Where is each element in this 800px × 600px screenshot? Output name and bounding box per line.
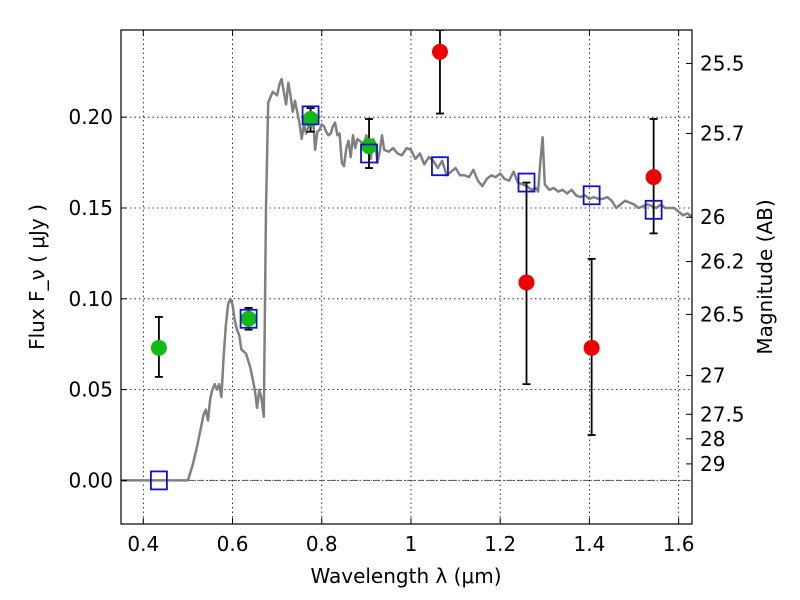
x-axis-label: Wavelength λ (μm) [310,564,501,588]
model-point-square [360,143,378,164]
right-tick-label: 26.5 [700,302,745,326]
model-point-square [301,105,320,126]
y-tick-label: 0.10 [68,287,113,311]
detected-point [240,310,257,327]
right-tick-label: 29 [700,452,725,476]
x-tick-label: 0.4 [127,532,159,556]
right-tick-label: 26 [700,205,725,229]
right-tick-label: 26.2 [700,250,745,274]
x-tick-label: 1 [405,532,418,556]
y-tick-label: 0.00 [68,468,113,492]
model-spectrum-line [121,77,692,482]
y-tick-label: 0.20 [68,105,113,129]
model-point-square [239,308,258,329]
model-point-square [431,156,449,177]
upper-point [645,169,662,186]
right-tick-label: 28 [700,427,725,451]
plot-frame [120,29,693,525]
grid [121,30,692,524]
right-tick-label: 27.5 [700,402,745,426]
detected-point [302,110,319,127]
model-point-square [644,199,663,220]
x-tick-label: 0.8 [306,532,338,556]
y-axis-label: Flux F_ν ( μJy ) [25,204,49,350]
plot-area [121,30,692,491]
x-tick-label: 1.2 [484,532,516,556]
upper-point [431,43,448,60]
model-point-square [517,172,536,193]
upper-point [583,339,600,356]
model-point-square [582,185,601,206]
axis-ticks: 0.4 0.6 0.8 1 1.2 1.4 1.6 0.00 0.05 0.10 0.15 0.20 2… [68,30,745,556]
x-tick-label: 0.6 [217,532,249,556]
model-points [150,105,663,491]
right-tick-label: 25.7 [700,122,745,146]
y-tick-label: 0.15 [68,196,113,220]
x-tick-label: 1.6 [663,532,695,556]
right-axis-label: Magnitude (AB) [753,199,777,354]
right-tick-label: 25.5 [700,51,745,75]
model-point-square [150,470,168,491]
x-tick-label: 1.4 [573,532,605,556]
right-tick-label: 27 [700,364,725,388]
data-points [150,43,662,356]
detected-point [150,339,167,356]
upper-point [518,274,535,291]
y-tick-label: 0.05 [68,378,113,402]
detected-point [361,138,378,155]
